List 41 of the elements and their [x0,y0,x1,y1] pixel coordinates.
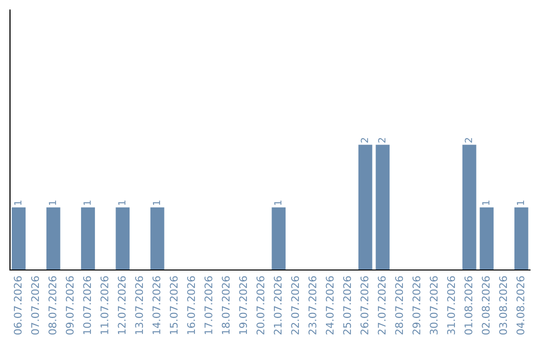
x-tick-label: 12.07.2026 [118,276,126,334]
data-label: 1 [482,200,490,205]
data-label: 1 [14,200,22,205]
x-tick-label: 31.07.2026 [447,276,456,334]
x-tick-label: 19.07.2026 [239,276,248,334]
data-label: 1 [152,200,160,205]
x-tick-label: 06.07.2026 [14,276,22,335]
x-tick-label: 27.07.2026 [378,276,386,334]
x-tick-label: 15.07.2026 [170,276,178,334]
x-tick-label: 01.08.2026 [464,276,472,335]
x-tick-label: 22.07.2026 [291,276,300,334]
x-tick-label: 10.07.2026 [83,276,92,334]
data-label: 1 [48,200,56,205]
x-tick-label: 16.07.2026 [187,276,196,334]
x-tick-label: 02.08.2026 [482,276,490,335]
x-tick-label: 11.07.2026 [100,276,108,334]
x-tick-label: 17.07.2026 [204,276,212,334]
x-tick-label: 29.07.2026 [412,276,420,334]
x-tick-label: 03.08.2026 [499,276,508,335]
x-tick-label: 30.07.2026 [430,276,438,334]
x-tick-label: 18.07.2026 [222,276,230,334]
x-tick-label: 13.07.2026 [135,276,144,334]
data-label: 1 [84,200,91,205]
data-label: 1 [118,200,126,205]
data-label: 2 [378,138,386,143]
x-tick-label: 04.08.2026 [516,276,524,335]
x-tick-label: 28.07.2026 [395,276,404,334]
x-tick-label: 21.07.2026 [274,276,282,334]
x-tick-label: 07.07.2026 [31,276,40,335]
data-label: 2 [464,138,472,143]
x-tick-label: 14.07.2026 [152,276,160,334]
x-tick-label: 08.07.2026 [48,276,56,335]
x-tick-label: 26.07.2026 [360,276,368,334]
x-tick-label: 20.07.2026 [256,276,264,334]
x-tick-label: 24.07.2026 [326,276,334,334]
data-label: 1 [274,200,282,205]
x-tick-label: 09.07.2026 [66,276,74,335]
x-tick-label: 25.07.2026 [343,276,352,334]
data-label: 2 [360,138,368,143]
x-tick-label: 23.07.2026 [308,276,316,334]
data-label: 1 [516,200,524,205]
